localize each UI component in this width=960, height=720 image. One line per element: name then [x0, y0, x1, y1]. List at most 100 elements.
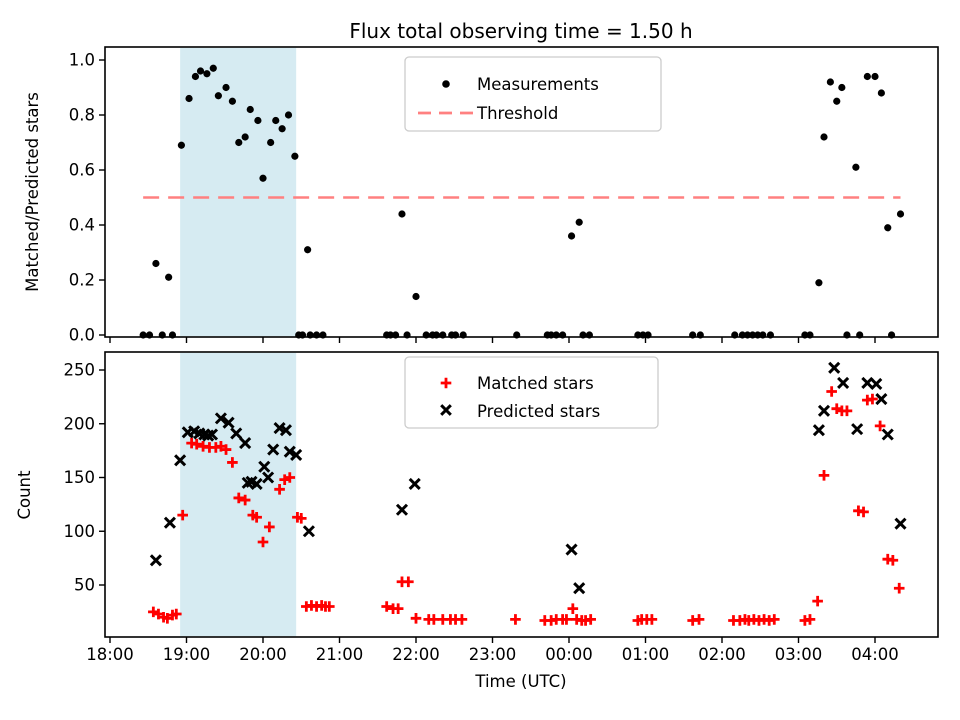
x-tick-label: 20:00 — [239, 645, 287, 664]
matched-point — [893, 582, 905, 594]
measurement-point — [284, 111, 293, 119]
x-tick-label: 21:00 — [316, 645, 364, 664]
y-tick-label: 1.0 — [69, 51, 95, 70]
matched-point — [812, 595, 823, 607]
y-tick-label: 200 — [64, 414, 96, 433]
predicted-point — [812, 424, 825, 437]
matched-point — [510, 614, 521, 625]
predicted-point — [239, 437, 252, 450]
count-plot: 18:00 19:00 20:00 21:00 22:00 23:00 00:00 01:00… — [64, 351, 939, 664]
bottom-y-axis-label: Count — [15, 470, 34, 520]
matched-point — [456, 614, 468, 625]
predicted-point — [279, 424, 293, 437]
matched-point — [804, 614, 816, 625]
matched-point — [257, 536, 269, 548]
matched-point — [220, 444, 232, 455]
matched-point — [826, 386, 837, 397]
matched-point — [841, 405, 853, 417]
measurement-point — [165, 273, 173, 281]
matched-point — [295, 513, 307, 524]
measurement-point — [214, 92, 222, 100]
predicted-point — [302, 525, 315, 538]
predicted-point — [573, 582, 586, 595]
measurement-point — [267, 138, 275, 147]
x-axis-label: Time (UTC) — [474, 672, 566, 691]
measurement-point — [228, 97, 236, 105]
measurement-point — [815, 279, 823, 287]
top-y-axis-label: Matched/Predicted stars — [23, 92, 42, 292]
measurement-point — [838, 83, 846, 92]
predicted-point — [222, 416, 235, 429]
x-tick-label: 01:00 — [622, 645, 670, 664]
measurement-point — [575, 218, 583, 226]
predicted-marker-icon — [440, 404, 452, 416]
chart-title: Flux total observing time = 1.50 h — [349, 19, 692, 43]
x-tick-label: 02:00 — [698, 645, 746, 664]
x-tick-label: 18:00 — [86, 645, 134, 664]
measurement-point — [246, 105, 254, 114]
y-tick-label: 150 — [64, 468, 96, 487]
measurement-point — [826, 78, 834, 86]
y-tick-label: 0.4 — [69, 216, 95, 235]
series-plus — [148, 386, 905, 626]
predicted-point — [565, 543, 578, 556]
measurement-point — [152, 259, 160, 268]
predicted-point — [290, 448, 303, 461]
matched-point — [567, 603, 579, 614]
matched-point — [392, 603, 404, 614]
matched-point — [874, 420, 886, 432]
measurement-point — [203, 70, 211, 78]
measurement-point — [896, 210, 905, 218]
y-tick-label: 0.8 — [69, 106, 95, 125]
measurement-point — [259, 174, 267, 182]
x-tick-label: 23:00 — [469, 645, 517, 664]
matched-point — [867, 393, 878, 405]
y-tick-label: 0.2 — [69, 271, 95, 290]
measurement-point — [877, 89, 885, 97]
y-tick-label: 0.6 — [69, 161, 95, 180]
matched-point — [403, 576, 414, 588]
measurement-point — [863, 72, 871, 81]
measurement-point — [278, 125, 286, 133]
predicted-point — [214, 412, 227, 425]
predicted-point — [870, 377, 883, 391]
measurement-point — [241, 133, 249, 141]
matched-point — [324, 601, 335, 612]
legend-label-predicted: Predicted stars — [477, 402, 600, 421]
matched-point — [428, 614, 440, 625]
matched-point — [410, 613, 422, 624]
x-tick-label: 04:00 — [851, 645, 899, 664]
axes-frame — [104, 46, 939, 338]
matched-point — [264, 521, 275, 533]
series-dot — [139, 64, 905, 339]
matched-point — [274, 484, 285, 495]
predicted-point — [828, 361, 841, 374]
matched-point — [284, 472, 296, 483]
matched-point — [693, 614, 705, 625]
series-x — [149, 361, 907, 595]
predicted-point — [262, 471, 275, 484]
matched-point — [177, 509, 188, 521]
y-tick-label: 100 — [64, 522, 96, 541]
axes-frame — [104, 351, 939, 638]
measurement-point — [291, 152, 299, 160]
matched-point — [585, 614, 596, 625]
predicted-point — [851, 423, 864, 436]
measurement-point — [222, 83, 230, 92]
measurement-point — [567, 232, 576, 240]
matched-point — [171, 608, 182, 620]
measurement-point — [833, 97, 841, 105]
predicted-point — [875, 392, 888, 406]
y-tick-label: 50 — [74, 576, 95, 595]
matched-point — [227, 457, 238, 468]
x-tick-label: 03:00 — [775, 645, 823, 664]
matched-point — [239, 494, 251, 506]
measurement-point — [191, 72, 200, 81]
matched-point — [561, 614, 572, 625]
measurement-point — [185, 94, 193, 103]
predicted-point — [205, 428, 219, 441]
predicted-point — [149, 554, 162, 567]
matched-point — [887, 554, 899, 566]
